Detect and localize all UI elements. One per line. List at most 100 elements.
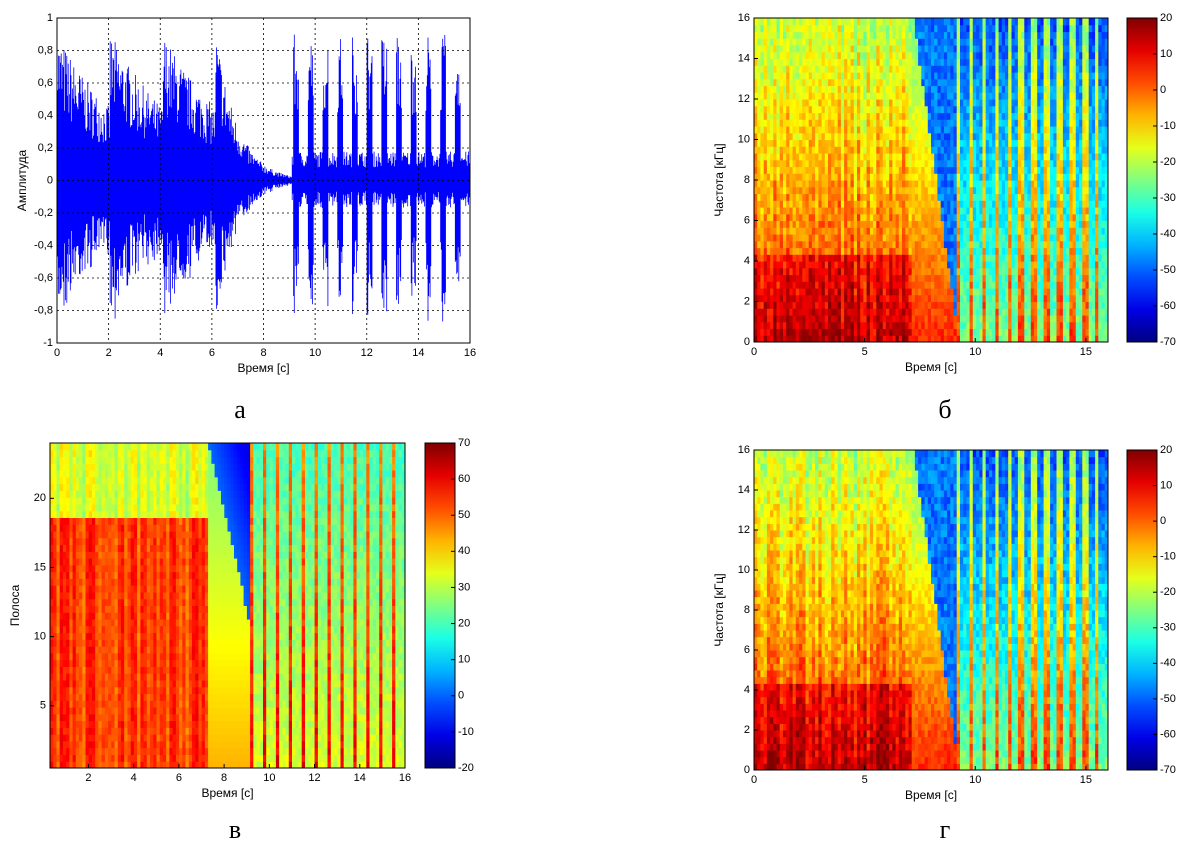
spectrogram-cell	[1037, 227, 1041, 235]
spectrogram-cell	[898, 288, 903, 296]
spectrogram-cell	[779, 85, 784, 93]
spectrogram-cell	[783, 335, 787, 342]
spectrogram-cell	[808, 207, 813, 215]
spectrogram-cell	[992, 240, 996, 249]
spectrogram-cell	[815, 45, 819, 53]
spectrogram-cell	[1037, 126, 1041, 134]
spectrogram-cell	[956, 126, 961, 134]
spectrogram-cell	[976, 65, 980, 73]
spectrogram-cell	[1037, 99, 1041, 107]
spectrogram-cell	[1040, 193, 1045, 201]
spectrogram-cell	[824, 105, 829, 114]
spectrogram-cell	[1014, 220, 1019, 228]
spectrogram-cell	[818, 240, 823, 249]
spectrogram-cell	[937, 308, 942, 316]
spectrogram-cell	[1082, 294, 1086, 303]
spectrogram-cell	[811, 139, 816, 147]
spectrogram-cell	[866, 227, 871, 235]
spectrogram-cell	[805, 58, 810, 66]
spectrogram-cell	[802, 146, 806, 154]
spectrogram-cell	[1011, 45, 1016, 53]
spectrogram-cell	[908, 18, 913, 26]
spectrogram-cell	[770, 112, 774, 120]
spectrogram-cell	[914, 234, 919, 242]
spectrogram-cell	[802, 308, 806, 316]
spectrogram-cell	[985, 247, 990, 255]
spectrogram-cell	[1001, 18, 1006, 26]
spectrogram-cell	[1008, 281, 1012, 289]
spectrogram-cell	[824, 146, 829, 154]
spectrogram-cell	[837, 85, 842, 93]
spectrogram-cell	[882, 220, 887, 228]
spectrogram-cell	[998, 247, 1003, 255]
spectrogram-cell	[834, 139, 839, 147]
spectrogram-cell	[1062, 139, 1067, 147]
spectrogram-cell	[956, 193, 961, 201]
spectrogram-cell	[1066, 78, 1070, 87]
spectrogram-cell	[757, 126, 761, 134]
spectrogram-cell	[828, 119, 832, 127]
spectrogram-cell	[982, 328, 987, 336]
spectrogram-cell	[853, 119, 858, 127]
spectrogram-cell	[960, 274, 964, 282]
spectrogram-cell	[866, 58, 871, 66]
spectrogram-cell	[824, 220, 829, 228]
spectrogram-cell	[805, 24, 810, 33]
spectrogram-cell	[995, 186, 1000, 195]
spectrogram-cell	[1008, 240, 1012, 249]
spectrogram-cell	[757, 200, 761, 208]
spectrogram-cell	[882, 173, 887, 181]
spectrogram-cell	[898, 92, 903, 100]
spectrogram-cell	[1043, 261, 1048, 269]
spectrogram-cell	[763, 58, 768, 66]
spectrogram-cell	[840, 186, 845, 195]
spectrogram-cell	[863, 166, 868, 174]
spectrogram-cell	[937, 31, 942, 39]
spectrogram-cell	[779, 227, 784, 235]
spectrogram-cell	[773, 315, 777, 323]
spectrogram-cell	[908, 180, 913, 188]
spectrogram-cell	[834, 207, 839, 215]
spectrogram-cell	[882, 240, 887, 249]
spectrogram-cell	[802, 51, 806, 60]
spectrogram-cell	[1082, 315, 1086, 323]
spectrogram-cell	[963, 315, 967, 323]
spectrogram-cell	[860, 267, 864, 276]
spectrogram-cell	[937, 58, 942, 66]
spectrogram-cell	[937, 220, 942, 228]
spectrogram-cell	[1017, 105, 1022, 114]
spectrogram-cell	[828, 274, 832, 282]
spectrogram-cell	[828, 200, 832, 208]
spectrogram-cell	[795, 153, 800, 161]
spectrogram-cell	[873, 240, 877, 249]
spectrogram-cell	[889, 58, 893, 66]
spectrogram-cell	[927, 92, 932, 100]
spectrogram-cell	[963, 51, 967, 60]
spectrogram-cell	[1008, 99, 1012, 107]
spectrogram-cell	[873, 51, 877, 60]
spectrogram-cell	[892, 146, 897, 154]
spectrogram-cell	[799, 335, 803, 342]
spectrogram-cell	[828, 240, 832, 249]
spectrogram-cell	[760, 51, 765, 60]
spectrogram-cell	[847, 254, 851, 262]
spectrogram-cell	[770, 92, 774, 100]
spectrogram-cell	[1079, 301, 1083, 309]
spectrogram-cell	[969, 18, 974, 26]
spectrogram-cell	[779, 207, 784, 215]
spectrogram-cell	[1001, 51, 1006, 60]
spectrogram-cell	[869, 99, 874, 107]
spectrogram-cell	[876, 119, 880, 127]
spectrogram-cell	[776, 321, 781, 330]
spectrogram-cell	[879, 240, 884, 249]
spectrogram-cell	[763, 186, 768, 195]
spectrogram-cell	[982, 38, 987, 46]
spectrogram-cell	[988, 234, 993, 242]
spectrogram-cell	[763, 294, 768, 303]
spectrogram-cell	[757, 65, 761, 73]
spectrogram-cell	[805, 18, 810, 26]
spectrogram-cell	[992, 146, 996, 154]
spectrogram-cell	[1053, 173, 1057, 181]
spectrogram-cell	[805, 321, 810, 330]
spectrogram-cell	[853, 186, 858, 195]
